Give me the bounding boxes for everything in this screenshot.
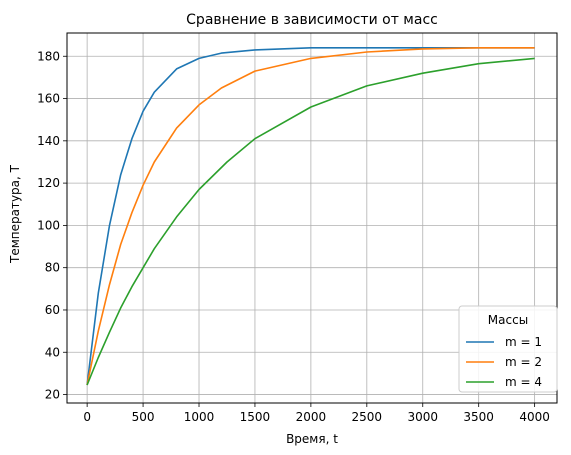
series-lines <box>86 47 535 386</box>
chart-title: Сравнение в зависимости от масс <box>186 12 438 28</box>
y-tick-label: 60 <box>45 303 60 317</box>
y-tick-label: 80 <box>45 261 60 275</box>
x-tick-label: 1000 <box>184 410 215 424</box>
x-axis-label: Время, t <box>286 432 338 446</box>
series-line-2 <box>86 47 535 386</box>
y-axis-ticks: 20 40 60 80 100 120 140 160 180 <box>37 49 67 402</box>
y-tick-label: 180 <box>37 49 60 63</box>
x-axis-ticks: 0 500 1000 1500 2000 2500 3000 3500 4000 <box>83 403 550 424</box>
x-tick-label: 4000 <box>519 410 550 424</box>
legend-title: Массы <box>488 313 528 327</box>
y-tick-label: 20 <box>45 388 60 402</box>
series-line-3 <box>86 57 535 386</box>
y-axis-label: Температура, T <box>8 164 22 264</box>
legend: Массы m = 1 m = 2 m = 4 <box>458 305 558 393</box>
y-tick-label: 160 <box>37 92 60 106</box>
y-tick-label: 40 <box>45 345 60 359</box>
x-tick-label: 500 <box>132 410 155 424</box>
legend-entry: m = 2 <box>505 355 542 369</box>
series-line-1 <box>86 47 535 386</box>
x-tick-label: 2000 <box>296 410 327 424</box>
y-tick-label: 100 <box>37 218 60 232</box>
x-tick-label: 3000 <box>407 410 438 424</box>
legend-entry: m = 1 <box>505 335 542 349</box>
x-tick-label: 2500 <box>352 410 383 424</box>
y-tick-label: 120 <box>37 176 60 190</box>
legend-entry: m = 4 <box>505 375 542 389</box>
y-tick-label: 140 <box>37 134 60 148</box>
legend-box <box>458 305 558 393</box>
x-tick-label: 1500 <box>240 410 271 424</box>
plot-frame <box>66 32 558 404</box>
x-tick-label: 3500 <box>463 410 494 424</box>
x-tick-label: 0 <box>83 410 91 424</box>
